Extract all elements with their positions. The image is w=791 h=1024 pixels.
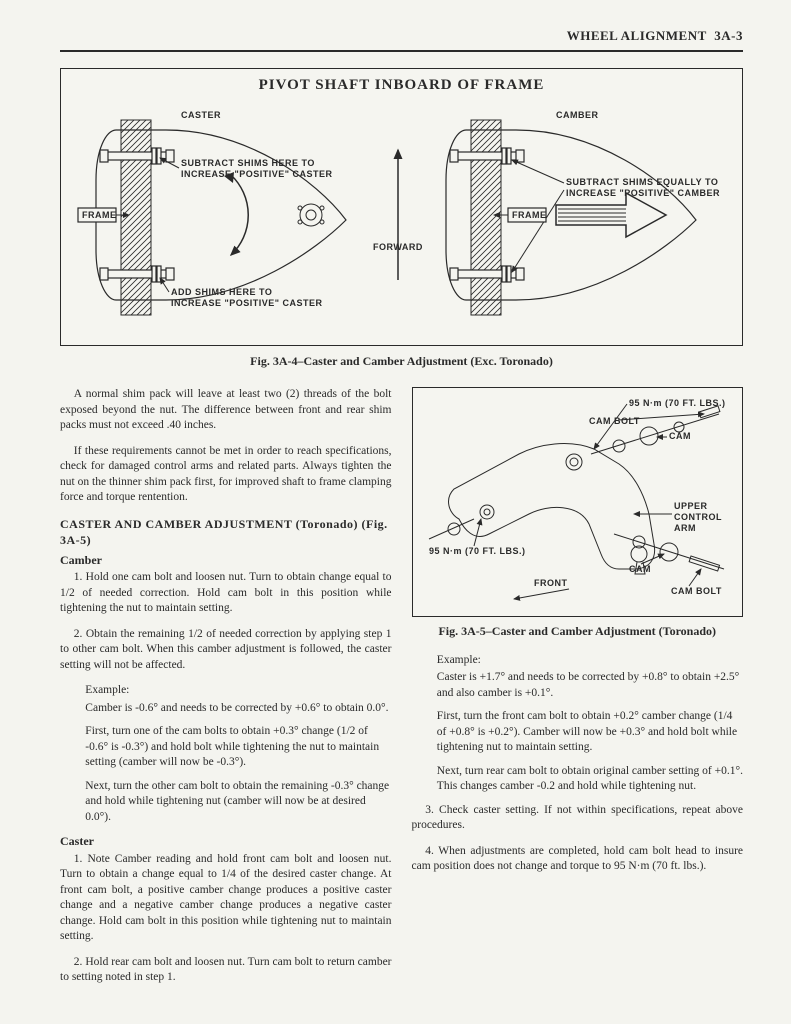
figure-3a5-caption: Fig. 3A-5–Caster and Camber Adjustment (… <box>412 623 744 639</box>
svg-text:FORWARD: FORWARD <box>373 242 423 252</box>
svg-text:ARM: ARM <box>674 523 696 533</box>
svg-text:INCREASE "POSITIVE" CASTER: INCREASE "POSITIVE" CASTER <box>181 169 333 179</box>
figure-3a4-diagram: CASTER SUBTRACT SHIMS HERE TO INCREASE "… <box>71 100 732 335</box>
svg-text:CAM: CAM <box>629 564 651 574</box>
svg-text:CAM: CAM <box>669 431 691 441</box>
step-4: 4. When adjustments are completed, hold … <box>412 844 744 875</box>
camber-step2: 2. Obtain the remaining 1/2 of needed co… <box>60 627 392 674</box>
caster-ex-3: Next, turn rear cam bolt to obtain origi… <box>437 764 743 795</box>
camber-ex-3: Next, turn the other cam bolt to obtain … <box>85 779 391 826</box>
subhead-camber: Camber <box>60 552 392 568</box>
subhead-caster: Caster <box>60 833 392 849</box>
right-column: 95 N·m (70 FT. LBS.) CAM UPPER CONTROL A… <box>412 387 744 996</box>
body-columns: A normal shim pack will leave at least t… <box>60 387 743 996</box>
svg-text:INCREASE "POSITIVE" CAMBER: INCREASE "POSITIVE" CAMBER <box>566 188 720 198</box>
caster-step2: 2. Hold rear cam bolt and loosen nut. Tu… <box>60 955 392 986</box>
svg-text:FRAME: FRAME <box>82 210 117 220</box>
toronado-diagram: 95 N·m (70 FT. LBS.) CAM UPPER CONTROL A… <box>419 394 734 604</box>
page-header: WHEEL ALIGNMENT 3A-3 <box>60 28 743 52</box>
caster-label: CASTER <box>181 110 221 120</box>
svg-text:95 N·m (70 FT. LBS.): 95 N·m (70 FT. LBS.) <box>429 546 526 556</box>
example-label: Example: <box>85 683 391 699</box>
para-shim-pack: A normal shim pack will leave at least t… <box>60 387 392 434</box>
caster-ex-2: First, turn the front cam bolt to obtain… <box>437 709 743 756</box>
section-caster-camber-toronado: CASTER AND CAMBER ADJUSTMENT (Toronado) … <box>60 516 392 548</box>
figure-3a4-box: PIVOT SHAFT INBOARD OF FRAME <box>60 68 743 346</box>
svg-text:ADD SHIMS HERE TO: ADD SHIMS HERE TO <box>171 287 272 297</box>
step-3: 3. Check caster setting. If not within s… <box>412 803 744 834</box>
svg-text:SUBTRACT SHIMS EQUALLY TO: SUBTRACT SHIMS EQUALLY TO <box>566 177 718 187</box>
figure-3a4-caption: Fig. 3A-4–Caster and Camber Adjustment (… <box>60 354 743 369</box>
svg-text:CAM BOLT: CAM BOLT <box>671 586 722 596</box>
pivot-shaft-diagram: CASTER SUBTRACT SHIMS HERE TO INCREASE "… <box>71 100 731 335</box>
camber-ex-2: First, turn one of the cam bolts to obta… <box>85 724 391 771</box>
caster-example: Example: Caster is +1.7° and needs to be… <box>437 653 743 795</box>
caster-step1: 1. Note Camber reading and hold front ca… <box>60 852 392 945</box>
svg-text:CAMBER: CAMBER <box>556 110 599 120</box>
para-requirements: If these requirements cannot be met in o… <box>60 444 392 506</box>
svg-text:INCREASE "POSITIVE" CASTER: INCREASE "POSITIVE" CASTER <box>171 298 323 308</box>
caster-ex-1: Caster is +1.7° and needs to be correcte… <box>437 670 743 701</box>
figure-3a5-box: 95 N·m (70 FT. LBS.) CAM UPPER CONTROL A… <box>412 387 744 617</box>
svg-text:UPPER: UPPER <box>674 501 708 511</box>
camber-example: Example: Camber is -0.6° and needs to be… <box>85 683 391 825</box>
svg-text:FRONT: FRONT <box>534 578 568 588</box>
svg-text:95 N·m (70 FT. LBS.): 95 N·m (70 FT. LBS.) <box>629 398 726 408</box>
camber-step1: 1. Hold one cam bolt and loosen nut. Tur… <box>60 570 392 617</box>
svg-text:CAM BOLT: CAM BOLT <box>589 416 640 426</box>
svg-text:FRAME: FRAME <box>512 210 547 220</box>
figure-3a4-title: PIVOT SHAFT INBOARD OF FRAME <box>71 77 732 94</box>
header-title: WHEEL ALIGNMENT 3A-3 <box>567 28 743 43</box>
example-label-2: Example: <box>437 653 743 669</box>
svg-text:CONTROL: CONTROL <box>674 512 722 522</box>
left-column: A normal shim pack will leave at least t… <box>60 387 392 996</box>
camber-ex-1: Camber is -0.6° and needs to be correcte… <box>85 701 391 717</box>
svg-text:SUBTRACT SHIMS HERE TO: SUBTRACT SHIMS HERE TO <box>181 158 315 168</box>
